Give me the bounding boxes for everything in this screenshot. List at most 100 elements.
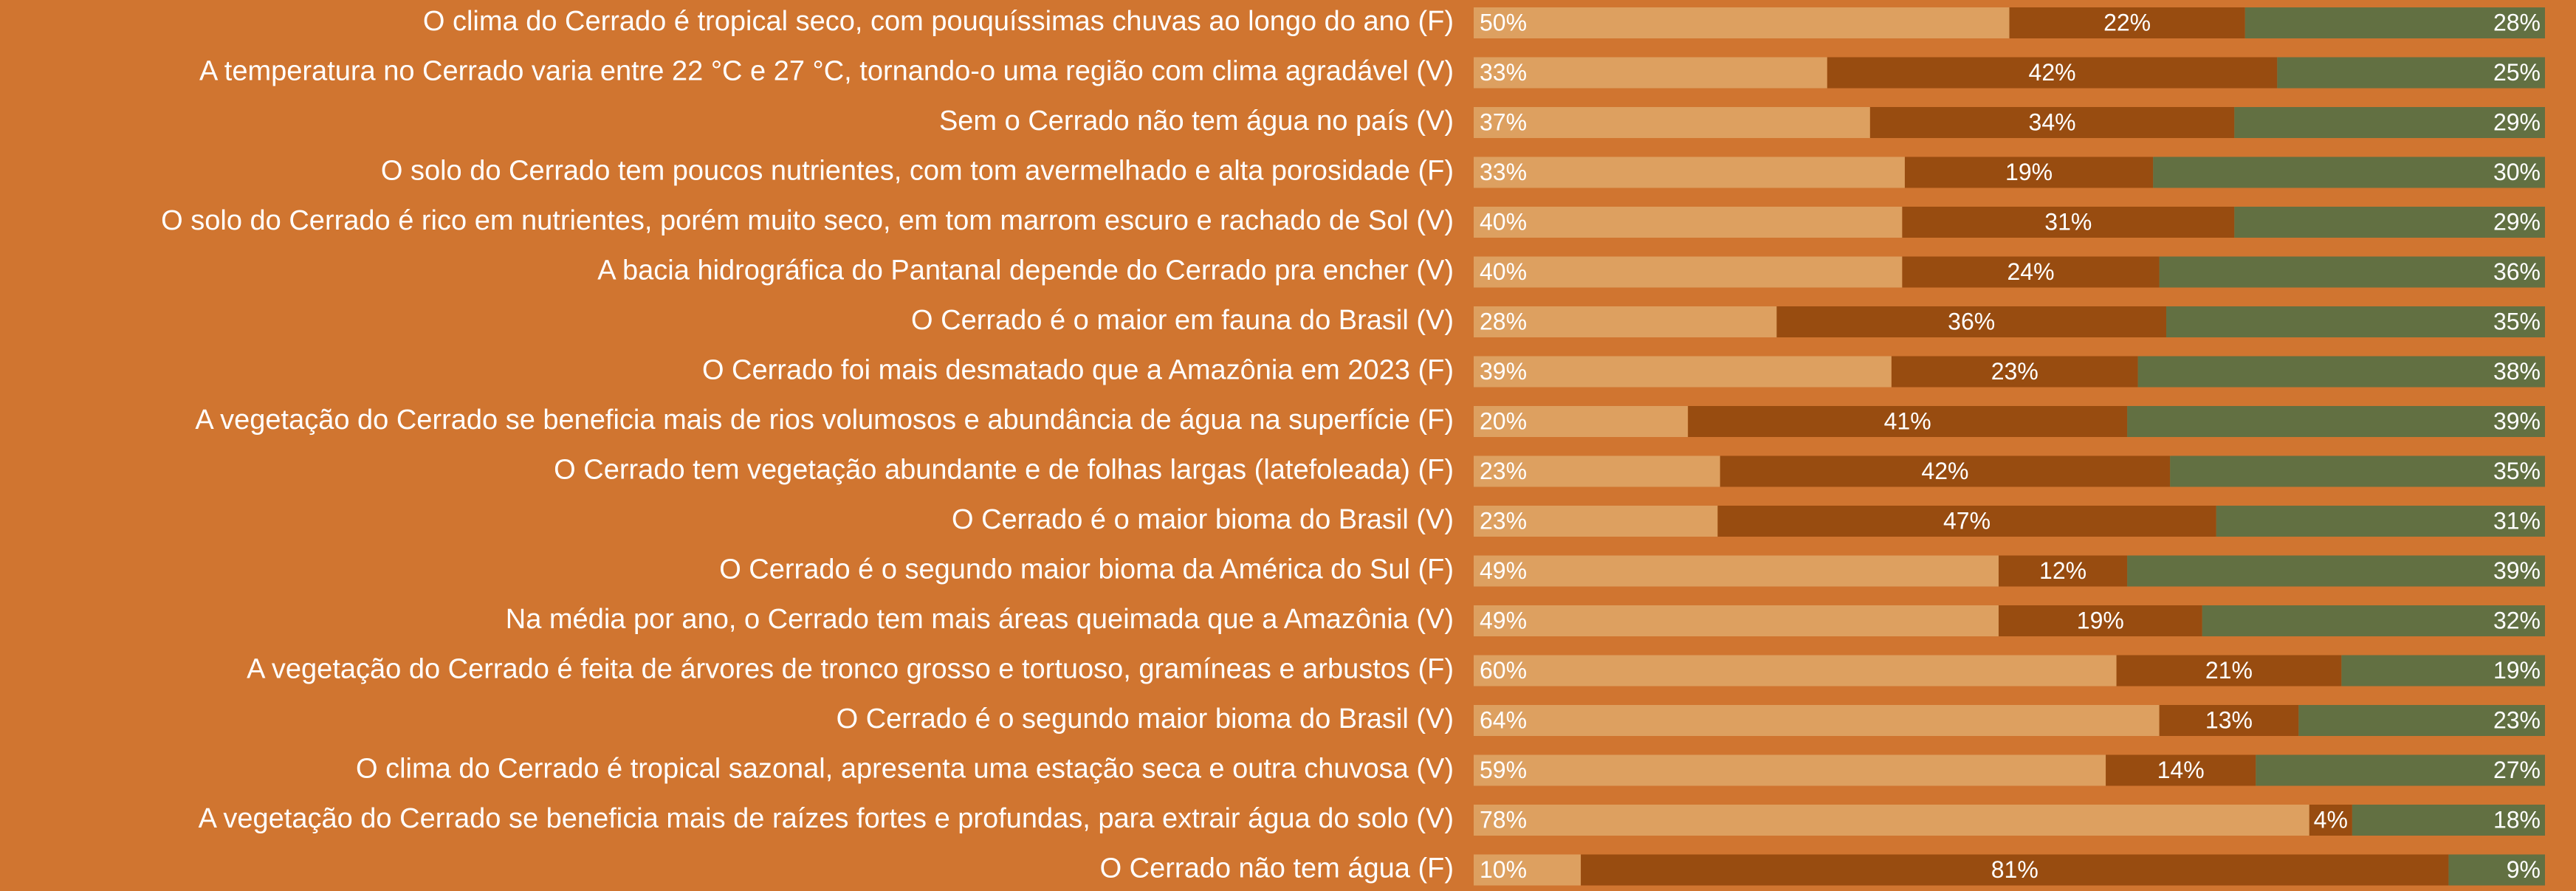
category-label: O Cerrado foi mais desmatado que a Amazô… bbox=[702, 355, 1454, 386]
value-label: 28% bbox=[1480, 308, 1527, 334]
value-label: 29% bbox=[2493, 208, 2541, 235]
bar-segment bbox=[2341, 655, 2545, 687]
bar-segment bbox=[2244, 7, 2545, 38]
bar-segment bbox=[2256, 754, 2545, 786]
value-label: 49% bbox=[1480, 607, 1527, 633]
category-label: O solo do Cerrado é rico em nutrientes, … bbox=[161, 205, 1454, 236]
value-label: 40% bbox=[1480, 208, 1527, 235]
value-label: 30% bbox=[2493, 159, 2541, 185]
value-label: 29% bbox=[2493, 109, 2541, 135]
bar-segment bbox=[1827, 57, 2278, 89]
category-label: O Cerrado é o segundo maior bioma da Amé… bbox=[719, 554, 1454, 585]
value-label: 12% bbox=[2039, 557, 2086, 584]
value-label: 64% bbox=[1480, 706, 1527, 733]
value-label: 60% bbox=[1480, 657, 1527, 684]
bar-segment bbox=[1474, 605, 1999, 636]
value-label: 19% bbox=[2005, 159, 2053, 185]
value-label: 14% bbox=[2157, 757, 2205, 783]
bar-segment bbox=[1474, 406, 1689, 437]
value-label: 50% bbox=[1480, 9, 1527, 35]
bar-segment bbox=[1998, 605, 2202, 636]
bar-segment bbox=[2166, 306, 2545, 337]
bar-segment bbox=[1474, 455, 1720, 487]
category-label: O solo do Cerrado tem poucos nutrientes,… bbox=[381, 156, 1454, 187]
bar-segment bbox=[1474, 754, 2106, 786]
value-label: 4% bbox=[2314, 806, 2348, 833]
value-label: 37% bbox=[1480, 109, 1527, 135]
bar-segment bbox=[1776, 306, 2167, 337]
value-label: 22% bbox=[2103, 9, 2151, 35]
category-label: O Cerrado não tem água (F) bbox=[1100, 853, 1454, 884]
bar-segment bbox=[1474, 7, 2010, 38]
value-label: 10% bbox=[1480, 856, 1527, 883]
value-label: 41% bbox=[1884, 407, 1931, 434]
category-label: O Cerrado é o segundo maior bioma do Bra… bbox=[837, 703, 1454, 735]
bar-segment bbox=[2309, 805, 2352, 836]
bar-segment bbox=[1902, 207, 2235, 238]
bar-segment bbox=[1474, 854, 1581, 886]
category-label: O clima do Cerrado é tropical sazonal, a… bbox=[356, 754, 1454, 785]
category-label: A vegetação do Cerrado se beneficia mais… bbox=[195, 405, 1454, 436]
bar-segment bbox=[2216, 506, 2545, 537]
value-label: 39% bbox=[2493, 407, 2541, 434]
value-label: 32% bbox=[2493, 607, 2541, 633]
value-label: 18% bbox=[2493, 806, 2541, 833]
bar-segment bbox=[1474, 306, 1777, 337]
value-label: 33% bbox=[1480, 59, 1527, 86]
value-label: 27% bbox=[2493, 757, 2541, 783]
bar-segment bbox=[1717, 506, 2216, 537]
bar-segment bbox=[1474, 705, 2160, 736]
value-label: 49% bbox=[1480, 557, 1527, 584]
bar-segment bbox=[2159, 256, 2545, 288]
category-label: A vegetação do Cerrado é feita de árvore… bbox=[247, 654, 1454, 685]
bar-segment bbox=[2127, 555, 2545, 587]
category-label: Na média por ano, o Cerrado tem mais áre… bbox=[506, 604, 1454, 635]
value-label: 35% bbox=[2493, 308, 2541, 334]
bar-segment bbox=[2009, 7, 2245, 38]
bar-segment bbox=[1581, 854, 2449, 886]
value-label: 20% bbox=[1480, 407, 1527, 434]
value-label: 42% bbox=[1921, 458, 1968, 484]
value-label: 23% bbox=[1480, 458, 1527, 484]
value-label: 23% bbox=[1991, 358, 2039, 385]
bar-segment bbox=[2153, 156, 2545, 188]
category-label: A temperatura no Cerrado varia entre 22 … bbox=[199, 56, 1454, 87]
bar-segment bbox=[1474, 256, 1903, 288]
value-label: 25% bbox=[2493, 59, 2541, 86]
bar-segment bbox=[1474, 655, 2117, 687]
bar-segment bbox=[2127, 406, 2545, 437]
bar-segment bbox=[1474, 805, 2309, 836]
value-label: 39% bbox=[1480, 358, 1527, 385]
bar-segment bbox=[1904, 156, 2154, 188]
bar-segment bbox=[1869, 107, 2235, 138]
bar-segment bbox=[2234, 107, 2545, 138]
value-label: 21% bbox=[2205, 657, 2253, 684]
value-label: 9% bbox=[2507, 856, 2541, 883]
value-label: 33% bbox=[1480, 159, 1527, 185]
value-label: 13% bbox=[2205, 706, 2253, 733]
bar-segment bbox=[2448, 854, 2545, 886]
bar-segment bbox=[1688, 406, 2128, 437]
bar-segment bbox=[2137, 356, 2545, 388]
bar-segment bbox=[2116, 655, 2342, 687]
bar-segment bbox=[2234, 207, 2545, 238]
bar-segment bbox=[1474, 356, 1892, 388]
bar-segment bbox=[1891, 356, 2138, 388]
value-label: 23% bbox=[2493, 706, 2541, 733]
bar-segment bbox=[1474, 506, 1718, 537]
category-label: O clima do Cerrado é tropical seco, com … bbox=[423, 6, 1454, 37]
category-label: O Cerrado é o maior em fauna do Brasil (… bbox=[911, 305, 1454, 336]
value-label: 24% bbox=[2007, 258, 2054, 285]
bar-segment bbox=[2202, 605, 2545, 636]
bar-segment bbox=[1902, 256, 2160, 288]
category-label: O Cerrado é o maior bioma do Brasil (V) bbox=[952, 504, 1454, 535]
value-label: 47% bbox=[1943, 507, 1991, 534]
value-label: 42% bbox=[2029, 59, 2076, 86]
value-label: 31% bbox=[2493, 507, 2541, 534]
category-label: A bacia hidrográfica do Pantanal depende… bbox=[597, 255, 1454, 286]
value-label: 36% bbox=[2493, 258, 2541, 285]
value-label: 28% bbox=[2493, 9, 2541, 35]
bar-segment bbox=[2106, 754, 2256, 786]
bar-segment bbox=[2159, 705, 2299, 736]
